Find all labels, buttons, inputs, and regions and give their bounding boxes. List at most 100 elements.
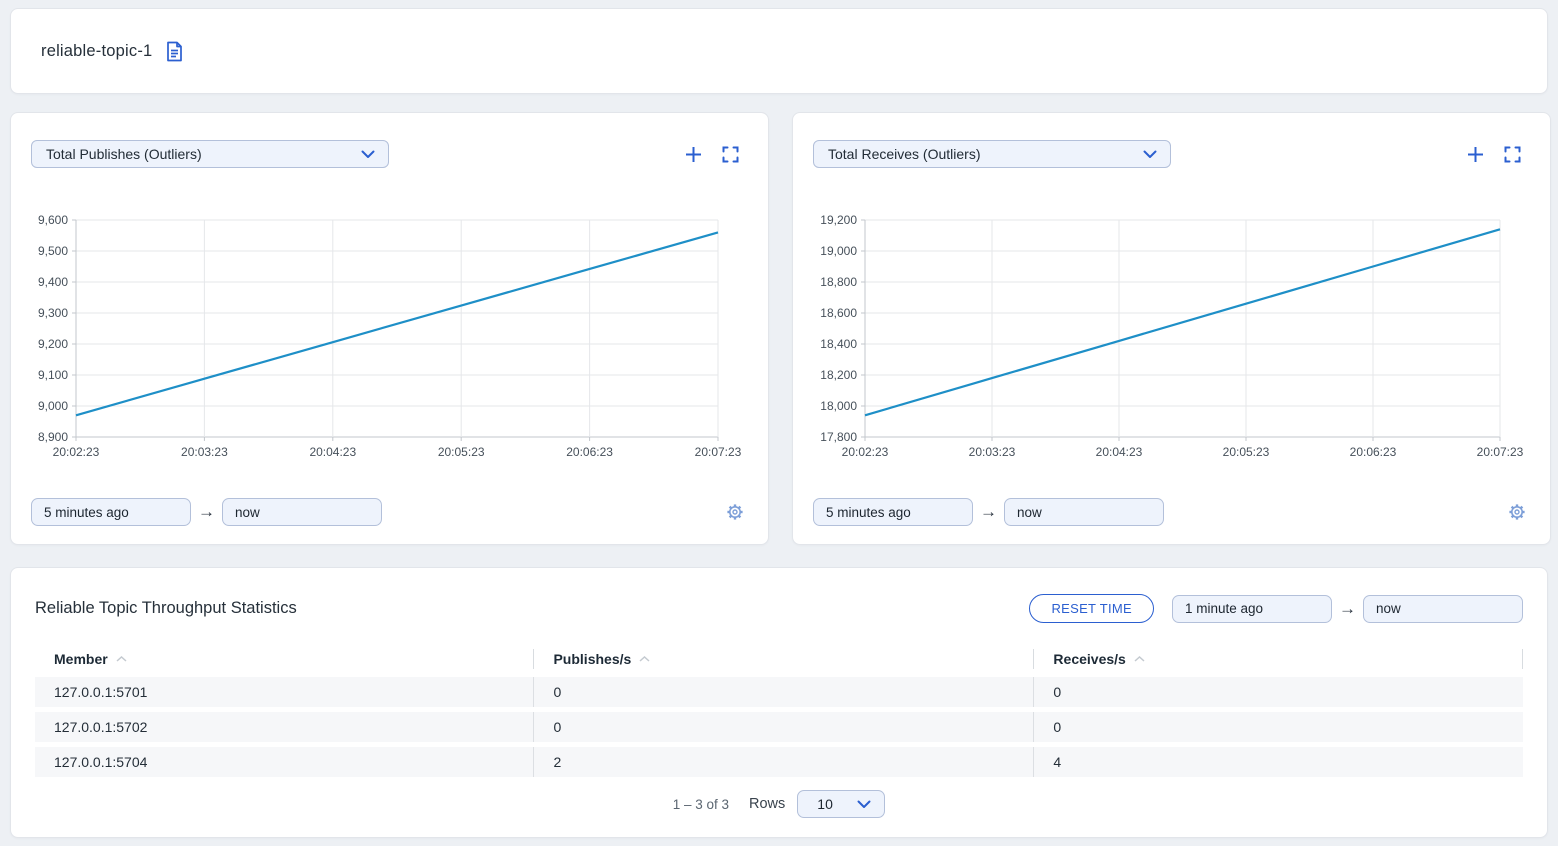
svg-text:18,200: 18,200	[820, 368, 857, 382]
reset-time-button[interactable]: RESET TIME	[1029, 594, 1154, 623]
svg-text:9,400: 9,400	[38, 275, 68, 289]
stats-header: Reliable Topic Throughput Statistics RES…	[35, 594, 1523, 623]
plus-icon	[686, 146, 701, 162]
table-row: 127.0.0.1:5704 2 4	[35, 747, 1523, 777]
svg-text:9,200: 9,200	[38, 337, 68, 351]
chart-area: 8,900 9,000 9,100 9,200 9,300 9,400 9,500 9,600…	[31, 213, 748, 468]
stats-time-from-input[interactable]	[1172, 594, 1332, 623]
add-chart-button[interactable]	[1467, 146, 1484, 163]
svg-text:20:02:23: 20:02:23	[842, 445, 889, 459]
svg-text:9,600: 9,600	[38, 213, 68, 227]
rows-per-page-value: 10	[817, 796, 833, 812]
svg-text:20:07:23: 20:07:23	[1477, 445, 1524, 459]
publishes-cell: 0	[533, 712, 1033, 742]
member-cell: 127.0.0.1:5704	[54, 754, 148, 770]
fullscreen-icon	[722, 146, 739, 162]
svg-text:20:05:23: 20:05:23	[1223, 445, 1270, 459]
panel-title: Reliable Topic Throughput Statistics	[35, 599, 297, 617]
member-cell: 127.0.0.1:5702	[54, 719, 148, 735]
column-header-member[interactable]: Member	[35, 649, 533, 669]
svg-text:18,600: 18,600	[820, 306, 857, 320]
publishes-cell: 2	[533, 747, 1033, 777]
svg-text:18,000: 18,000	[820, 399, 857, 413]
svg-text:20:04:23: 20:04:23	[1096, 445, 1143, 459]
receives-cell: 0	[1033, 712, 1523, 742]
svg-text:18,400: 18,400	[820, 337, 857, 351]
chevron-down-icon	[1143, 150, 1157, 158]
svg-text:20:04:23: 20:04:23	[309, 445, 356, 459]
publishes-cell: 0	[533, 677, 1033, 707]
rows-per-page-label: Rows	[749, 796, 786, 812]
chart-area: 17,800 18,000 18,200 18,400 18,600 18,800 19,0…	[813, 213, 1530, 468]
svg-text:20:03:23: 20:03:23	[969, 445, 1016, 459]
svg-text:8,900: 8,900	[38, 430, 68, 444]
svg-text:19,000: 19,000	[820, 244, 857, 258]
column-header-receives[interactable]: Receives/s	[1033, 649, 1523, 669]
table-header-row: Member Publishes/s Receives/s	[35, 646, 1523, 672]
chart-time-controls: →	[31, 498, 748, 526]
chevron-down-icon	[361, 150, 375, 158]
receives-cell: 0	[1033, 677, 1523, 707]
page-title: reliable-topic-1	[41, 41, 153, 60]
chart-settings-button[interactable]	[1508, 503, 1526, 521]
charts-row: Total Publishes (Outliers)	[10, 112, 1551, 545]
member-cell: 127.0.0.1:5701	[54, 684, 148, 700]
svg-text:19,200: 19,200	[820, 213, 857, 227]
svg-text:9,300: 9,300	[38, 306, 68, 320]
view-config-button[interactable]	[165, 41, 184, 62]
sort-up-icon	[116, 656, 127, 662]
fullscreen-button[interactable]	[1504, 146, 1521, 163]
time-to-input[interactable]	[222, 498, 382, 526]
gear-icon	[727, 504, 743, 520]
time-from-input[interactable]	[813, 498, 973, 526]
time-from-input[interactable]	[31, 498, 191, 526]
metric-select-publishes[interactable]: Total Publishes (Outliers)	[31, 140, 389, 168]
sort-up-icon	[1134, 656, 1145, 662]
svg-text:9,500: 9,500	[38, 244, 68, 258]
chart-time-controls: →	[813, 498, 1530, 526]
chart-header-actions	[685, 146, 748, 163]
arrow-right-icon: →	[1339, 598, 1356, 618]
table-row: 127.0.0.1:5701 0 0	[35, 677, 1523, 707]
svg-text:9,000: 9,000	[38, 399, 68, 413]
receives-cell: 4	[1033, 747, 1523, 777]
svg-text:20:05:23: 20:05:23	[438, 445, 485, 459]
throughput-stats-card: Reliable Topic Throughput Statistics RES…	[10, 567, 1548, 838]
metric-select-value: Total Publishes (Outliers)	[46, 146, 202, 162]
publishes-line-chart: 8,900 9,000 9,100 9,200 9,300 9,400 9,500 9,600…	[38, 213, 742, 459]
fullscreen-button[interactable]	[722, 146, 739, 163]
metric-select-receives[interactable]: Total Receives (Outliers)	[813, 140, 1171, 168]
table-row: 127.0.0.1:5702 0 0	[35, 712, 1523, 742]
chart-settings-button[interactable]	[726, 503, 744, 521]
pagination-range: 1 – 3 of 3	[672, 796, 730, 812]
throughput-table: Member Publishes/s Receives/s 127.0.0.1:…	[35, 646, 1523, 777]
chart-header: Total Publishes (Outliers)	[31, 140, 748, 168]
arrow-right-icon: →	[980, 502, 997, 521]
publishes-chart-card: Total Publishes (Outliers)	[10, 112, 769, 545]
svg-text:20:03:23: 20:03:23	[181, 445, 228, 459]
svg-text:20:02:23: 20:02:23	[53, 445, 100, 459]
fullscreen-icon	[1504, 146, 1521, 162]
metric-select-value: Total Receives (Outliers)	[828, 146, 981, 162]
arrow-right-icon: →	[198, 502, 215, 521]
chart-header-actions	[1467, 146, 1530, 163]
plus-icon	[1468, 146, 1483, 162]
receives-line-chart: 17,800 18,000 18,200 18,400 18,600 18,800 19,0…	[820, 213, 1524, 459]
time-to-input[interactable]	[1004, 498, 1164, 526]
stats-time-to-input[interactable]	[1363, 594, 1523, 623]
svg-text:20:06:23: 20:06:23	[566, 445, 613, 459]
chevron-down-icon	[857, 800, 871, 808]
pagination: 1 – 3 of 3 Rows 10	[35, 790, 1523, 818]
rows-per-page-select[interactable]: 10	[797, 790, 886, 818]
topic-header-card: reliable-topic-1	[10, 8, 1548, 94]
receives-chart-card: Total Receives (Outliers)	[792, 112, 1551, 545]
chart-header: Total Receives (Outliers)	[813, 140, 1530, 168]
svg-text:20:06:23: 20:06:23	[1350, 445, 1397, 459]
svg-text:18,800: 18,800	[820, 275, 857, 289]
stats-time-controls: RESET TIME →	[1029, 594, 1523, 623]
column-header-publishes[interactable]: Publishes/s	[533, 649, 1033, 669]
gear-icon	[1509, 504, 1525, 520]
add-chart-button[interactable]	[685, 146, 702, 163]
svg-text:20:07:23: 20:07:23	[695, 445, 742, 459]
